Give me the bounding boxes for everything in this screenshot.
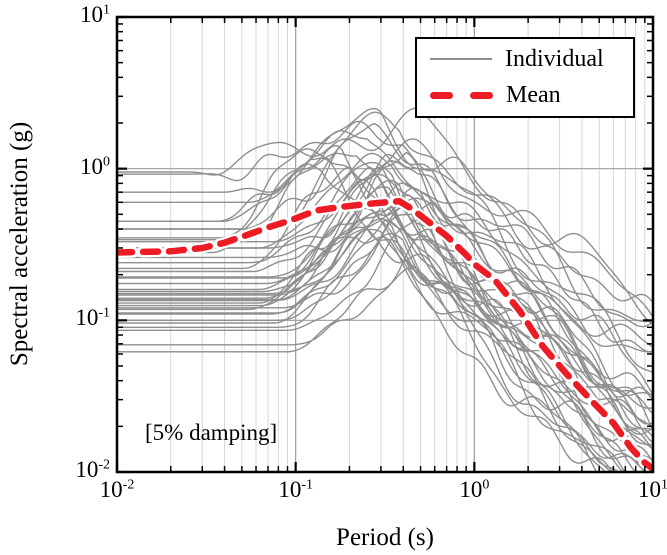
individual-spectrum-line: [117, 200, 651, 472]
individual-spectrum-line: [117, 194, 653, 435]
individual-spectrum-line: [117, 197, 653, 409]
individual-spectrum-line: [117, 226, 637, 472]
mean-line: [117, 197, 653, 472]
individual-spectrum-line: [117, 267, 620, 472]
legend-item-individual: Individual: [430, 41, 633, 77]
individual-spectrum-line: [117, 219, 614, 472]
individual-line-swatch: [430, 58, 492, 61]
individual-spectra: [117, 107, 653, 472]
individual-spectrum-line: [117, 153, 653, 353]
axes-frame: [115, 15, 655, 474]
individual-spectrum-line: [117, 179, 653, 451]
individual-spectrum-line: [117, 236, 598, 472]
individual-spectrum-line: [117, 233, 607, 472]
individual-spectrum-line: [117, 235, 653, 463]
y-tick-label: 100: [80, 153, 110, 179]
legend-item-mean: Mean: [430, 78, 633, 114]
individual-spectrum-line: [117, 206, 653, 444]
x-axis-title: Period (s): [336, 524, 434, 551]
individual-spectrum-line: [117, 166, 653, 472]
y-tick-label: 10-1: [75, 305, 110, 331]
legend: Individual Mean: [415, 37, 635, 118]
mean-dash-swatch: [430, 92, 493, 100]
y-tick-label: 10-2: [75, 457, 110, 482]
damping-annotation: [5% damping]: [145, 420, 278, 445]
mean-spectrum: [117, 195, 653, 472]
individual-spectrum-line: [117, 151, 653, 438]
x-tick-label: 10-2: [99, 477, 135, 502]
legend-label-mean: Mean: [506, 82, 561, 109]
individual-spectrum-line: [117, 211, 614, 472]
x-tick-label: 101: [638, 477, 667, 502]
y-tick-label: 101: [80, 2, 110, 27]
individual-spectrum-line: [117, 107, 653, 373]
individual-spectrum-line: [117, 166, 653, 472]
x-tick-label: 100: [459, 477, 490, 502]
legend-label-individual: Individual: [505, 45, 604, 72]
individual-spectrum-line: [117, 120, 653, 304]
individual-spectrum-line: [117, 122, 653, 328]
x-tick-label: 10-1: [278, 477, 313, 502]
